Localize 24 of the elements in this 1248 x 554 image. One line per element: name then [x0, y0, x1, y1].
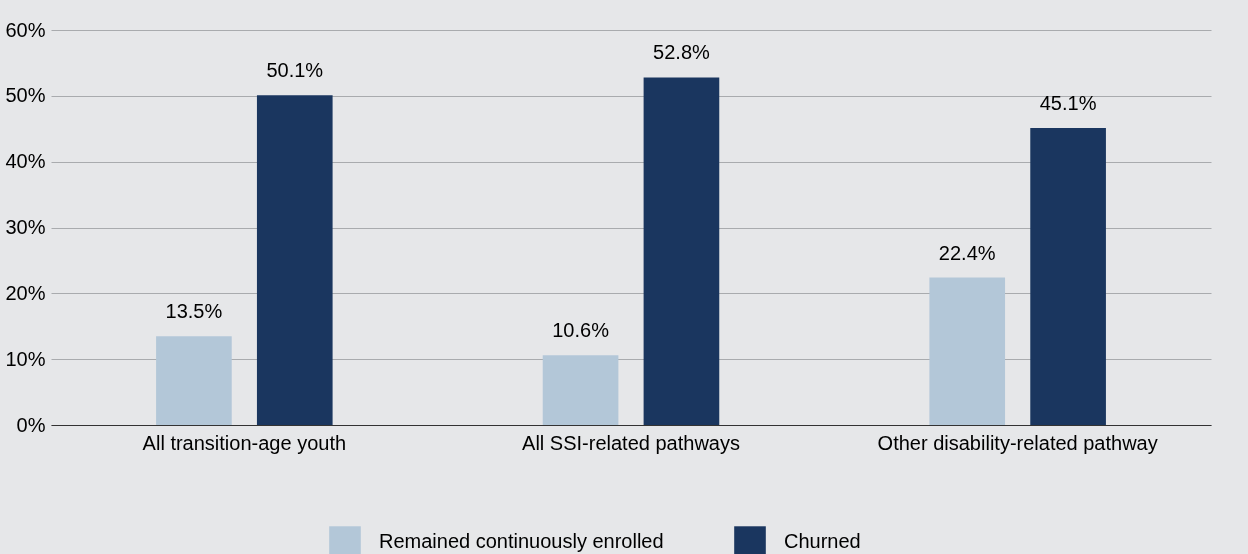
legend-label: Churned: [784, 530, 861, 553]
bar: [643, 77, 720, 425]
data-label: 13.5%: [165, 300, 223, 323]
x-tick-label: Other disability-related pathway: [877, 431, 1158, 454]
data-label: 10.6%: [552, 319, 610, 342]
y-tick-label: 20%: [5, 281, 46, 304]
data-label: 52.8%: [653, 41, 710, 64]
y-tick-label: 60%: [5, 18, 46, 41]
legend-label: Remained continuously enrolled: [379, 530, 664, 553]
bar: [1030, 128, 1106, 425]
y-tick-label: 30%: [5, 216, 46, 238]
data-label: 50.1%: [266, 59, 324, 82]
y-tick-label: 10%: [5, 347, 46, 370]
x-tick-label: All transition-age youth: [142, 431, 347, 454]
bar: [542, 355, 619, 425]
bar: [929, 277, 1006, 425]
y-tick-label: 50%: [5, 84, 46, 107]
bar: [256, 95, 333, 425]
data-label: 22.4%: [938, 241, 996, 264]
bar: [156, 336, 232, 425]
data-label: 45.1%: [1039, 92, 1097, 115]
x-tick-label: All SSI-related pathways: [522, 431, 740, 454]
y-tick-label: 0%: [16, 413, 46, 436]
y-tick-label: 40%: [5, 150, 46, 173]
